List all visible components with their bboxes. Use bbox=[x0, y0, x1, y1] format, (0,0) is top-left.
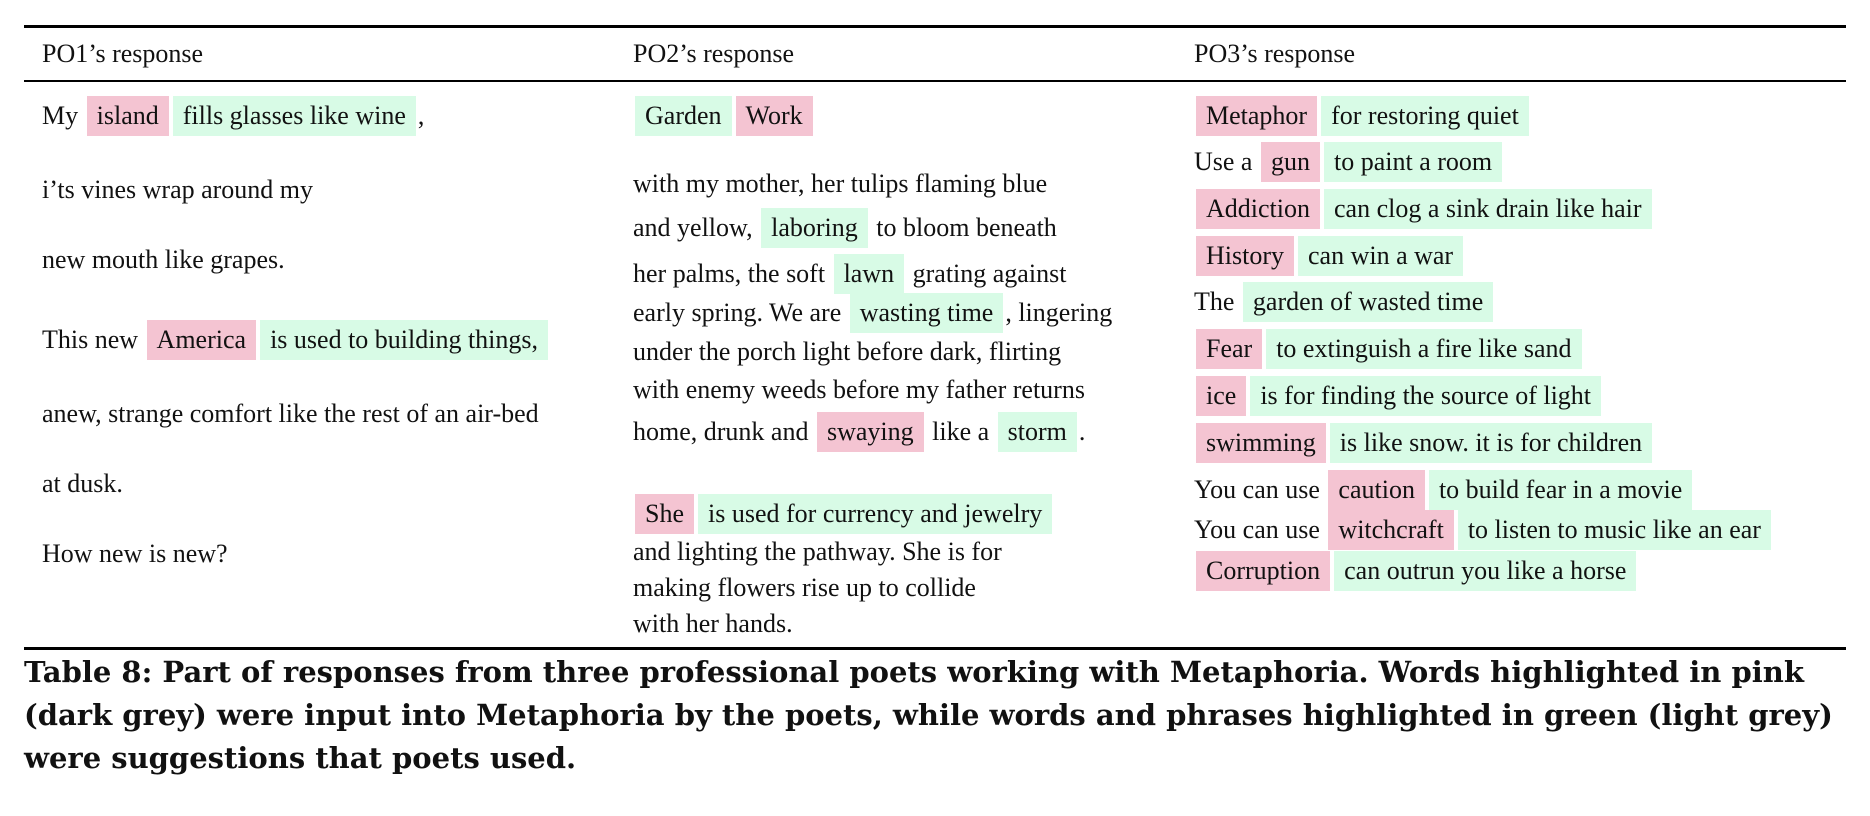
po1-line-3: new mouth like grapes. bbox=[42, 244, 285, 276]
plain-text: with enemy weeds before my father return… bbox=[633, 375, 1085, 404]
poet-input-highlight: swimming bbox=[1196, 423, 1326, 463]
poet-input-highlight: Corruption bbox=[1196, 551, 1331, 591]
poet-input-highlight: caution bbox=[1328, 470, 1425, 510]
plain-text: to bloom beneath bbox=[869, 213, 1057, 242]
table-header-rule bbox=[24, 80, 1846, 82]
po1-line-7: How new is new? bbox=[42, 538, 228, 570]
po3-line-9: You can use caution to build fear in a mo… bbox=[1194, 470, 1694, 510]
suggestion-highlight: lawn bbox=[833, 254, 905, 294]
plain-text: The bbox=[1194, 287, 1241, 316]
suggestion-highlight: fills glasses like wine bbox=[172, 96, 416, 136]
poet-input-highlight: swaying bbox=[816, 412, 924, 452]
table-caption: Table 8: Part of responses from three pr… bbox=[24, 655, 1833, 775]
suggestion-highlight: for restoring quiet bbox=[1321, 96, 1529, 136]
po3-line-2: Use a gun to paint a room bbox=[1194, 142, 1504, 182]
header-po1: PO1’s response bbox=[42, 39, 204, 68]
suggestion-highlight: can outrun you like a horse bbox=[1334, 551, 1637, 591]
po2-line-2: with my mother, her tulips flaming blue bbox=[633, 168, 1047, 200]
table-top-rule bbox=[24, 25, 1846, 28]
plain-text: her palms, the soft bbox=[633, 259, 832, 288]
suggestion-highlight: is used to building things, bbox=[260, 320, 549, 360]
po3-line-7: ice is for finding the source of light bbox=[1194, 376, 1603, 416]
plain-text: How new is new? bbox=[42, 539, 228, 568]
poet-input-highlight: Metaphor bbox=[1196, 96, 1318, 136]
poet-input-highlight: witchcraft bbox=[1328, 510, 1454, 550]
po2-line-7: with enemy weeds before my father return… bbox=[633, 374, 1085, 406]
poet-input-highlight: gun bbox=[1260, 142, 1320, 182]
po3-line-5: The garden of wasted time bbox=[1194, 282, 1495, 322]
suggestion-highlight: garden of wasted time bbox=[1242, 282, 1494, 322]
plain-text: at dusk. bbox=[42, 469, 123, 498]
po3-line-3: Addiction can clog a sink drain like hair bbox=[1194, 189, 1654, 229]
po3-line-8: swimming is like snow. it is for children bbox=[1194, 423, 1654, 463]
plain-text: i’ts vines wrap around my bbox=[42, 175, 314, 204]
po2-line-11: making flowers rise up to collide bbox=[633, 572, 976, 604]
plain-text: new mouth like grapes. bbox=[42, 245, 285, 274]
po2-line-9: She is used for currency and jewelry bbox=[633, 494, 1054, 534]
po2-line-3: and yellow, laboring to bloom beneath bbox=[633, 208, 1057, 248]
po2-line-5: early spring. We are wasting time, linge… bbox=[633, 293, 1112, 333]
poet-input-highlight: History bbox=[1196, 236, 1294, 276]
po2-line-10: and lighting the pathway. She is for bbox=[633, 536, 1002, 568]
plain-text: and yellow, bbox=[633, 213, 760, 242]
po2-line-6: under the porch light before dark, flirt… bbox=[633, 336, 1061, 368]
plain-text: , lingering bbox=[1005, 298, 1113, 327]
plain-text: like a bbox=[925, 417, 996, 446]
plain-text: . bbox=[1078, 417, 1086, 446]
suggestion-highlight: is used for currency and jewelry bbox=[698, 494, 1053, 534]
plain-text: My bbox=[42, 101, 85, 130]
plain-text: anew, strange comfort like the rest of a… bbox=[42, 399, 539, 428]
plain-text: with my mother, her tulips flaming blue bbox=[633, 169, 1048, 198]
po1-line-2: i’ts vines wrap around my bbox=[42, 174, 313, 206]
suggestion-highlight: to listen to music like an ear bbox=[1457, 510, 1771, 550]
po3-line-11: Corruption can outrun you like a horse bbox=[1194, 551, 1638, 591]
poet-input-highlight: island bbox=[86, 96, 169, 136]
po3-line-4: History can win a war bbox=[1194, 236, 1465, 276]
plain-text: with her hands. bbox=[633, 609, 793, 638]
po2-line-1: Garden Work bbox=[633, 96, 815, 136]
suggestion-highlight: wasting time bbox=[849, 293, 1004, 333]
poet-input-highlight: Work bbox=[735, 96, 813, 136]
suggestion-highlight: can win a war bbox=[1298, 236, 1464, 276]
plain-text: You can use bbox=[1194, 475, 1327, 504]
suggestion-highlight: can clog a sink drain like hair bbox=[1324, 189, 1652, 229]
poet-input-highlight: ice bbox=[1196, 376, 1247, 416]
plain-text: home, drunk and bbox=[633, 417, 815, 446]
suggestion-highlight: to build fear in a movie bbox=[1428, 470, 1693, 510]
po2-line-12: with her hands. bbox=[633, 608, 793, 640]
plain-text: under the porch light before dark, flirt… bbox=[633, 337, 1062, 366]
header-po3: PO3’s response bbox=[1194, 39, 1356, 68]
table-bottom-rule bbox=[24, 647, 1846, 650]
po3-line-1: Metaphor for restoring quiet bbox=[1194, 96, 1531, 136]
plain-text: , bbox=[417, 101, 425, 130]
plain-text: Use a bbox=[1194, 147, 1259, 176]
po2-line-8: home, drunk and swaying like a storm. bbox=[633, 412, 1085, 452]
plain-text: This new bbox=[42, 325, 145, 354]
suggestion-highlight: to paint a room bbox=[1323, 142, 1503, 182]
po2-line-4: her palms, the soft lawn grating against bbox=[633, 254, 1066, 294]
plain-text: making flowers rise up to collide bbox=[633, 573, 976, 602]
po1-line-1: My island fills glasses like wine, bbox=[42, 96, 424, 136]
poet-input-highlight: Addiction bbox=[1196, 189, 1320, 229]
suggestion-highlight: Garden bbox=[635, 96, 732, 136]
suggestion-highlight: to extinguish a fire like sand bbox=[1266, 329, 1582, 369]
suggestion-highlight: storm bbox=[997, 412, 1077, 452]
poet-input-highlight: Fear bbox=[1196, 329, 1263, 369]
suggestion-highlight: is like snow. it is for children bbox=[1329, 423, 1653, 463]
plain-text: early spring. We are bbox=[633, 298, 848, 327]
po1-line-5: anew, strange comfort like the rest of a… bbox=[42, 398, 539, 430]
plain-text: and lighting the pathway. She is for bbox=[633, 537, 1002, 566]
plain-text: You can use bbox=[1194, 515, 1327, 544]
suggestion-highlight: laboring bbox=[761, 208, 868, 248]
po3-line-6: Fear to extinguish a fire like sand bbox=[1194, 329, 1584, 369]
po1-line-4: This new America is used to building thin… bbox=[42, 320, 550, 360]
po3-line-10: You can use witchcraft to listen to music… bbox=[1194, 510, 1773, 550]
po1-line-6: at dusk. bbox=[42, 468, 123, 500]
poet-input-highlight: America bbox=[146, 320, 257, 360]
plain-text: grating against bbox=[906, 259, 1067, 288]
header-po2: PO2’s response bbox=[633, 39, 795, 68]
suggestion-highlight: is for finding the source of light bbox=[1250, 376, 1602, 416]
poet-input-highlight: She bbox=[635, 494, 694, 534]
